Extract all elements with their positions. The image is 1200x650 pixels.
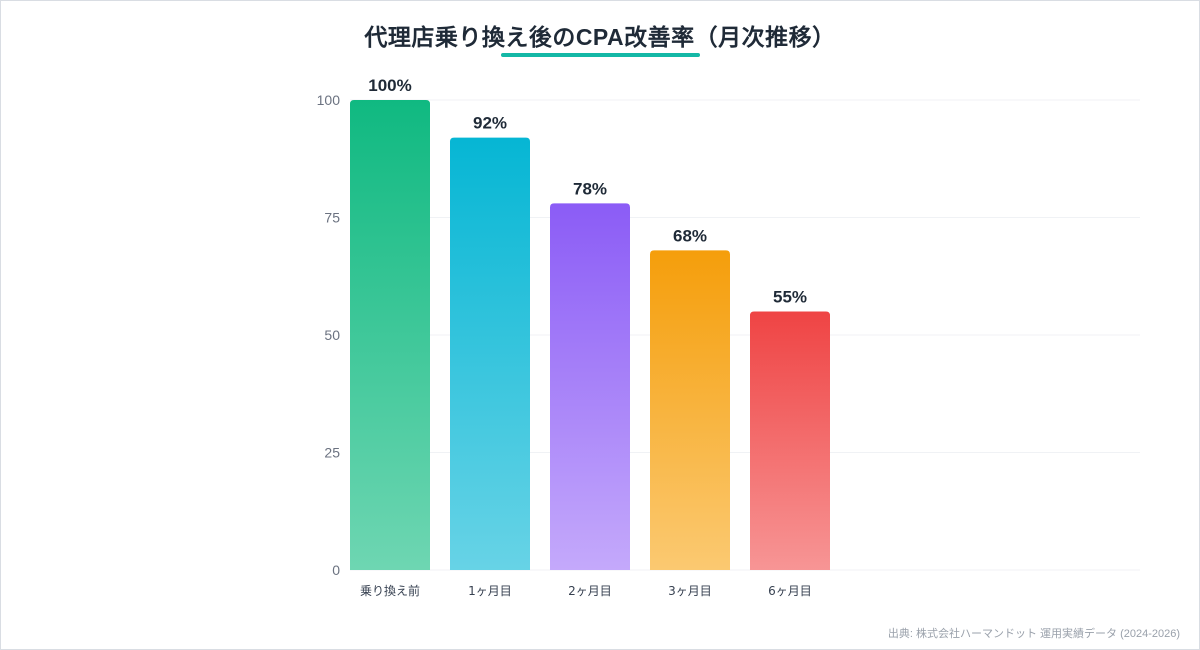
source-note: 出典: 株式会社ハーマンドット 運用実績データ (2024-2026) [887, 628, 1180, 640]
y-tick-label: 100 [317, 92, 341, 108]
category-label: 6ヶ月目 [768, 584, 812, 598]
value-label: 55% [773, 288, 807, 307]
bars [350, 100, 830, 570]
category-label: 2ヶ月目 [568, 584, 612, 598]
y-tick-label: 0 [332, 562, 340, 578]
bar-0 [350, 100, 430, 570]
category-label: 1ヶ月目 [468, 584, 512, 598]
y-axis-ticks: 0 25 50 75 100 [317, 92, 341, 578]
bar-1 [450, 137, 530, 570]
title-underline [501, 53, 700, 57]
value-label: 100% [368, 76, 411, 95]
category-label: 3ヶ月目 [668, 584, 712, 598]
bar-3 [650, 250, 730, 570]
y-tick-label: 50 [324, 327, 340, 343]
category-label: 乗り換え前 [360, 583, 420, 598]
bar-4 [750, 311, 830, 570]
chart-title: 代理店乗り換え後のCPA改善率（月次推移） [364, 24, 836, 50]
value-label: 68% [673, 226, 707, 245]
value-labels: 100% 92% 78% 68% 55% [368, 76, 807, 307]
y-tick-label: 75 [324, 210, 340, 226]
y-tick-label: 25 [324, 445, 340, 461]
category-labels: 乗り換え前 1ヶ月目 2ヶ月目 3ヶ月目 6ヶ月目 [360, 583, 812, 598]
bar-2 [550, 203, 630, 570]
value-label: 78% [573, 179, 607, 198]
value-label: 92% [473, 114, 507, 133]
